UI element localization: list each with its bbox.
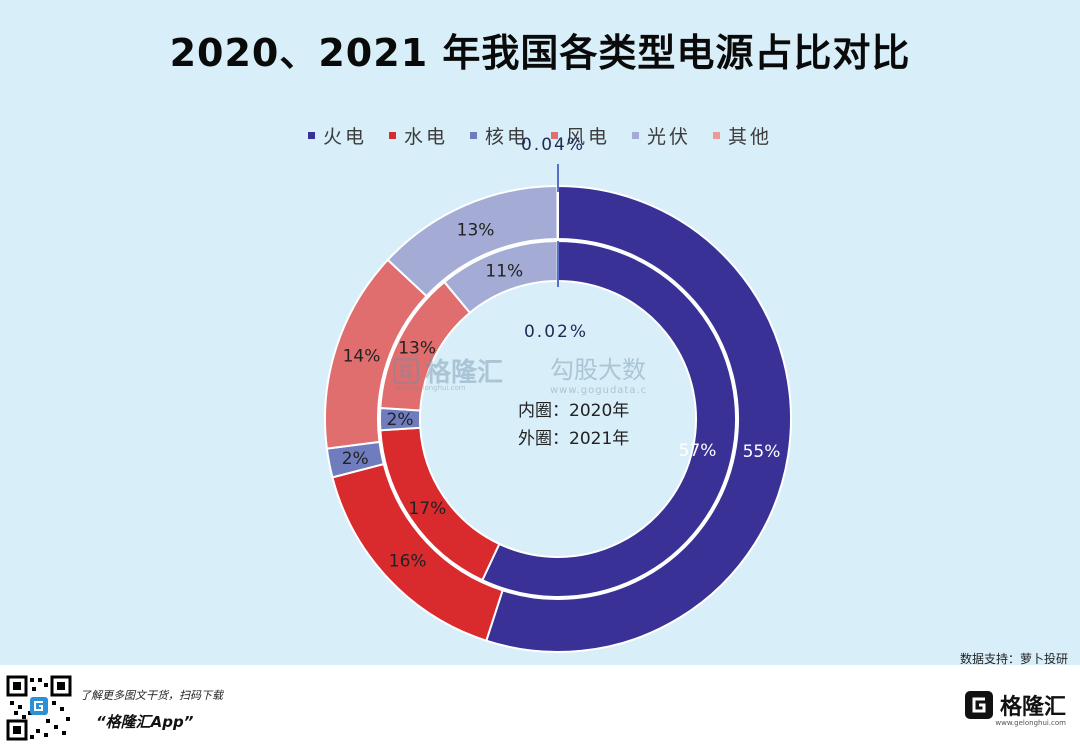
- center-label-inner: 内圈：2020年: [518, 401, 629, 421]
- slice-label-2021-other: 0.04%: [521, 135, 585, 155]
- legend-item-other: 其他: [713, 122, 772, 149]
- slice-label-2021-wind: 14%: [343, 347, 381, 367]
- watermark-gogudata: 勾股大数 www.gogudata.c: [550, 350, 647, 396]
- legend-label: 水电: [403, 126, 448, 148]
- slice-label-2020-other: 0.02%: [524, 322, 588, 342]
- slice-2020-thermal: [480, 239, 737, 598]
- page-title: 2020、2021 年我国各类型电源占比对比: [169, 31, 911, 75]
- legend-swatch: [469, 132, 477, 139]
- legend-label: 其他: [728, 126, 773, 148]
- slice-label-2021-nuclear: 2%: [342, 449, 369, 469]
- footer-download-hint: 了解更多图文干货，扫码下载: [80, 689, 223, 702]
- legend-item-wind: 风电: [551, 122, 610, 149]
- chart-legend: 火电 水电 核电 风电 光伏 其他: [0, 122, 1080, 149]
- legend-item-thermal: 火电: [307, 122, 367, 149]
- slice-labels: 57% 17% 2% 13% 11% 0.02% 55% 16% 2% 14% 13% 0.04%: [342, 135, 781, 572]
- legend-label: 风电: [566, 126, 611, 148]
- slice-label-2020-nuclear: 2%: [387, 410, 414, 430]
- legend-label: 火电: [322, 126, 367, 148]
- legend-swatch: [388, 132, 396, 139]
- legend-label: 核电: [484, 126, 529, 148]
- brand-url: www.gelonghui.com: [995, 719, 1066, 727]
- slice-label-2020-hydro: 17%: [408, 499, 446, 519]
- qr-code-icon[interactable]: [6, 675, 72, 741]
- slice-label-2020-thermal: 57%: [679, 441, 717, 461]
- outer-ring-2021: [324, 184, 792, 653]
- watermark-gelonghui: 格隆汇 www.gelonghui.com: [393, 352, 504, 392]
- inner-ring-2020: [379, 239, 737, 598]
- legend-item-nuclear: 核电: [469, 122, 529, 149]
- footer: 了解更多图文干货，扫码下载 “格隆汇App” 格隆汇 www.gelonghui…: [0, 665, 1080, 747]
- legend-swatch: [632, 132, 640, 139]
- source-note: 数据支持：萝卜投研: [959, 652, 1068, 666]
- slice-label-2021-solar: 13%: [457, 221, 495, 241]
- gelonghui-logo-icon: [393, 357, 419, 384]
- footer-app-name: “格隆汇App”: [96, 713, 194, 731]
- gelonghui-logo-icon: [964, 691, 993, 719]
- watermark-text: 勾股大数: [550, 356, 646, 384]
- brand-name: 格隆汇: [999, 695, 1066, 720]
- legend-label: 光伏: [647, 126, 692, 148]
- slice-label-2020-wind: 13%: [398, 338, 436, 358]
- brand-logo: 格隆汇 www.gelonghui.com: [964, 689, 1066, 727]
- slice-label-2021-thermal: 55%: [743, 442, 781, 462]
- legend-item-hydro: 水电: [388, 122, 448, 149]
- legend-swatch: [551, 132, 558, 139]
- slice-label-2021-hydro: 16%: [389, 552, 427, 572]
- slice-2021-other: [556, 184, 559, 241]
- slice-label-2020-solar: 11%: [485, 261, 523, 281]
- watermark-url: www.gogudata.c: [550, 385, 648, 396]
- donut-chart: 57% 17% 2% 13% 11% 0.02% 55% 16% 2% 14% 13% 0.04% 内…: [324, 135, 792, 653]
- watermark-url: www.gelonghui.com: [395, 384, 466, 392]
- legend-swatch: [713, 132, 721, 139]
- slice-2021-thermal: [485, 184, 792, 653]
- legend-item-solar: 光伏: [632, 122, 691, 149]
- watermark-text: 格隆汇: [425, 358, 504, 388]
- legend-swatch: [307, 132, 315, 139]
- center-label-outer: 外圈：2021年: [518, 429, 629, 449]
